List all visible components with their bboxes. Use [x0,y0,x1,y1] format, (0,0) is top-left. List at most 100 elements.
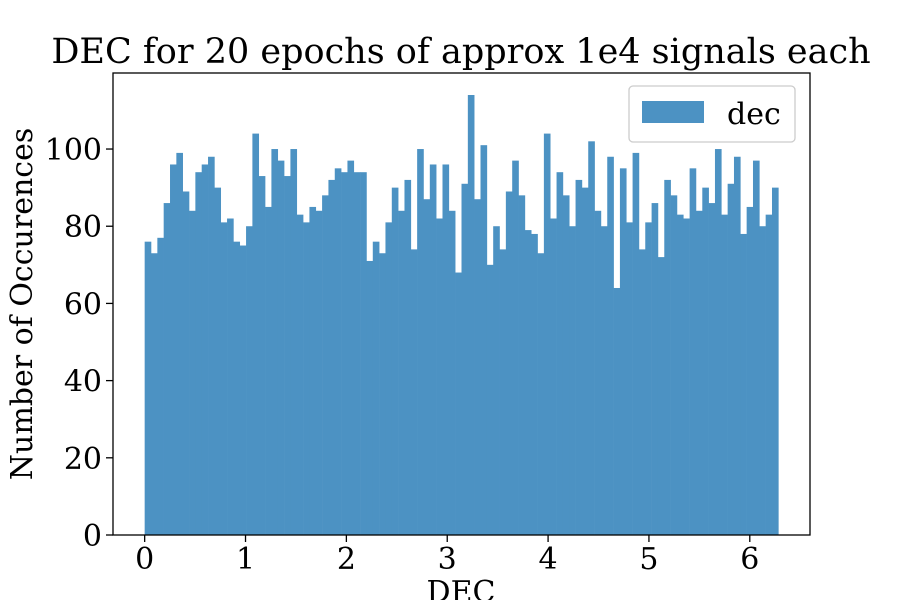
x-axis-label: DEC [427,575,496,600]
histogram-bar [505,191,513,536]
histogram-bar [284,176,291,536]
x-tick-label: 6 [740,542,759,577]
histogram-bar [550,218,557,535]
histogram-bar [233,241,241,535]
histogram-bar [721,214,728,536]
histogram-bar [524,230,532,536]
histogram-bar [651,203,659,535]
histogram-bar [467,95,475,535]
histogram-bar [170,164,177,535]
histogram-bar [676,214,684,536]
bars-group [144,95,779,536]
histogram-bar [499,249,507,535]
histogram-bar [657,257,665,535]
histogram-bar [208,156,215,535]
histogram-bar [613,287,621,535]
histogram-bar [353,172,361,535]
histogram-bar [619,168,627,536]
histogram-bar [740,233,747,535]
histogram-bar [645,222,652,536]
histogram-bar [315,210,323,535]
histogram-bar [537,253,545,536]
histogram-bar [220,222,228,536]
histogram-bar [474,199,481,536]
histogram-bar [436,218,443,535]
histogram-bar [531,233,538,535]
histogram-bar [296,214,304,536]
y-axis-label: Number of Occurences [5,128,40,480]
y-tick-label: 40 [64,365,102,400]
histogram-bar [328,179,336,535]
histogram-bar [493,226,500,535]
histogram-bar [410,249,418,535]
histogram-bar [461,183,469,536]
histogram-bar [417,149,424,535]
histogram-bar [151,253,158,536]
histogram-bar [702,187,709,535]
histogram-bar [695,210,703,535]
histogram-bar [581,187,589,535]
histogram-bar [600,226,608,535]
histogram-bar [708,203,716,535]
histogram-bar [518,195,526,535]
y-axis-ticks: 0 20 40 60 80 100 [45,133,113,554]
histogram-bar [290,149,298,535]
histogram-bar [594,210,602,535]
histogram-bar [759,226,766,535]
histogram-bar [182,191,190,536]
histogram-bar [322,195,329,535]
y-tick-label: 100 [45,133,102,168]
histogram-bar [366,260,374,535]
histogram-bar [543,133,551,535]
y-tick-label: 20 [64,442,102,477]
histogram-bar [201,164,209,535]
histogram-bar [683,218,690,535]
histogram-bar [664,179,671,535]
legend: dec [628,85,796,143]
legend-label-dec: dec [727,97,781,132]
histogram-bar [733,156,741,535]
x-tick-label: 4 [539,542,558,577]
x-tick-label: 1 [236,542,255,577]
histogram-bar [347,160,355,536]
histogram-bar [265,206,272,536]
histogram-bar [771,187,779,535]
histogram-bar [607,156,614,535]
x-tick-label: 0 [135,542,154,577]
histogram-bar [423,199,431,536]
chart-title: DEC for 20 epochs of approx 1e4 signals … [51,32,870,72]
histogram-bar [391,187,399,535]
histogram-bar [157,237,164,536]
histogram-bar [303,222,310,536]
histogram-bar [562,195,570,535]
histogram-bar [689,168,697,536]
histogram-bar [341,172,348,535]
histogram-bar [246,226,253,535]
histogram-bar [626,222,633,536]
histogram-bar [714,149,722,535]
histogram-bar [632,152,640,536]
histogram-bar [271,149,279,535]
histogram-bar [277,160,285,536]
histogram-bar [670,195,678,535]
y-tick-label: 80 [64,210,102,245]
histogram-bar [727,183,735,536]
legend-box [628,85,796,143]
x-tick-label: 3 [438,542,457,577]
histogram-bar [588,141,595,535]
histogram-bar [480,145,488,535]
histogram-bar [195,172,202,535]
legend-swatch [642,101,704,123]
y-tick-label: 0 [83,519,102,554]
histogram-bar [163,203,171,535]
histogram-bar [569,226,576,535]
histogram-bar [556,172,564,535]
histogram-bar [379,253,386,536]
histogram-bar [189,210,196,535]
histogram-bar [575,179,583,535]
histogram-bar [765,214,773,536]
histogram-bar [227,218,234,535]
histogram-bar [360,172,367,535]
histogram-bar [442,164,450,535]
